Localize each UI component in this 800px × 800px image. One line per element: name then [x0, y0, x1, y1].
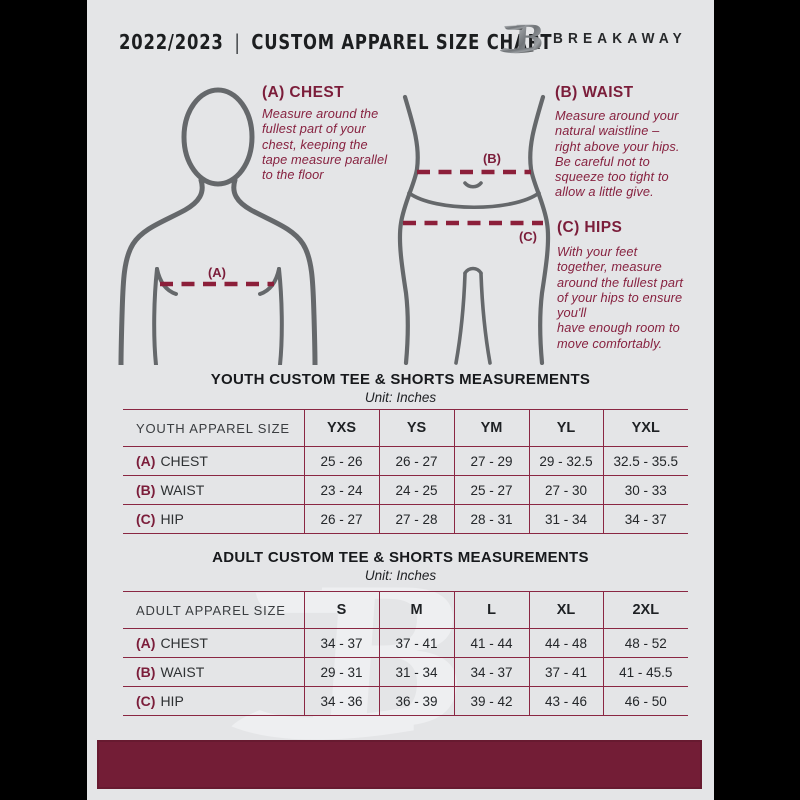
- measurement-label-cell: (C) HIP: [123, 686, 304, 716]
- measurement-value-cell: 25 - 27: [453, 475, 529, 505]
- size-column-header-cell: YS: [378, 409, 454, 447]
- measurement-value-cell: 31 - 34: [378, 657, 454, 687]
- size-column-header-cell: XL: [528, 591, 603, 629]
- measurement-row: (A) CHEST 25 - 26 26 - 27 27 - 29 29 - 32.5 32…: [123, 446, 688, 476]
- measurement-row: (C) HIP 26 - 27 27 - 28 28 - 31 31 - 34 34 - 3…: [123, 504, 688, 534]
- measurement-value-cell: 41 - 44: [453, 628, 529, 658]
- measurement-row: (B) WAIST 23 - 24 24 - 25 25 - 27 27 - 30 30 -…: [123, 475, 688, 505]
- waist-marker-label: (B): [483, 151, 501, 166]
- measurement-value-cell: 37 - 41: [378, 628, 454, 658]
- hips-heading: (C) HIPS: [557, 219, 623, 236]
- logo-top-bar: [504, 25, 526, 30]
- measurement-row: (B) WAIST 29 - 31 31 - 34 34 - 37 37 - 41 41 -…: [123, 657, 688, 687]
- upper-body-silhouette-icon: (A): [118, 87, 318, 365]
- measurement-value-cell: 48 - 52: [602, 628, 688, 658]
- measurement-value-cell: 23 - 24: [303, 475, 379, 505]
- measurement-value-cell: 46 - 50: [602, 686, 688, 716]
- measurement-value-cell: 24 - 25: [378, 475, 454, 505]
- measurement-value-cell: 31 - 34: [528, 504, 603, 534]
- measurement-value-cell: 44 - 48: [528, 628, 603, 658]
- size-column-header-cell: M: [378, 591, 454, 629]
- measurement-value-cell: 27 - 30: [528, 475, 603, 505]
- measurement-row: (C) HIP 34 - 36 36 - 39 39 - 42 43 - 46 46 - 5…: [123, 686, 688, 716]
- measurement-letter-prefix: (A): [136, 635, 156, 651]
- logo-letter: B: [512, 19, 545, 60]
- youth-table-title: YOUTH CUSTOM TEE & SHORTS MEASUREMENTS: [210, 371, 591, 388]
- size-column-header-cell: YXL: [602, 409, 688, 447]
- size-header-row: YOUTH APPAREL SIZE YXS YS YM YL YXL: [123, 409, 688, 447]
- measurement-value-cell: 34 - 37: [602, 504, 688, 534]
- measurement-name: CHEST: [160, 453, 208, 469]
- measurement-value-cell: 41 - 45.5: [602, 657, 688, 687]
- hips-description: With your feet together, measure around …: [557, 244, 684, 351]
- measurement-value-cell: 27 - 29: [453, 446, 529, 476]
- measurement-label-cell: (A) CHEST: [123, 446, 304, 476]
- measurement-value-cell: 28 - 31: [453, 504, 529, 534]
- adult-table-unit: Unit: Inches: [364, 568, 437, 583]
- measurement-value-cell: 29 - 32.5: [528, 446, 603, 476]
- measurement-name: WAIST: [160, 482, 205, 498]
- measurement-value-cell: 27 - 28: [378, 504, 454, 534]
- logo-swoosh: [499, 47, 534, 54]
- adult-table-title: ADULT CUSTOM TEE & SHORTS MEASUREMENTS: [212, 549, 589, 566]
- measurement-letter-prefix: (C): [136, 511, 156, 527]
- measurement-value-cell: 29 - 31: [303, 657, 379, 687]
- breakaway-logo-icon: B: [499, 19, 545, 60]
- title-divider: |: [234, 30, 241, 54]
- lower-body-silhouette-icon: (B) (C): [397, 94, 551, 365]
- measurement-letter-prefix: (B): [136, 664, 156, 680]
- measurement-value-cell: 34 - 36: [303, 686, 379, 716]
- waist-heading: (B) WAIST: [555, 84, 634, 101]
- measurement-value-cell: 25 - 26: [303, 446, 379, 476]
- size-column-header-cell: YL: [528, 409, 603, 447]
- measurement-label-cell: (B) WAIST: [123, 475, 304, 505]
- chest-description: Measure around the fullest part of your …: [262, 106, 388, 183]
- brand-name: BREAKAWAY: [553, 31, 687, 47]
- measurement-letter-prefix: (B): [136, 482, 156, 498]
- waist-description: Measure around your natural waistline – …: [555, 108, 680, 200]
- chest-marker-label: (A): [208, 265, 226, 280]
- measurement-name: WAIST: [160, 664, 205, 680]
- measurement-value-cell: 30 - 33: [602, 475, 688, 505]
- measurement-value-cell: 43 - 46: [528, 686, 603, 716]
- measurement-value-cell: 26 - 27: [378, 446, 454, 476]
- measurement-letter-prefix: (C): [136, 693, 156, 709]
- season-label: 2022/2023: [119, 30, 224, 54]
- size-chart-document: 2022/2023 | CUSTOM APPAREL SIZE CHART B BR…: [87, 0, 714, 800]
- measurement-value-cell: 39 - 42: [453, 686, 529, 716]
- measurement-name: HIP: [160, 693, 184, 709]
- measurement-row: (A) CHEST 34 - 37 37 - 41 41 - 44 44 - 48 48 -…: [123, 628, 688, 658]
- measurement-value-cell: 34 - 37: [303, 628, 379, 658]
- apparel-size-label-cell: ADULT APPAREL SIZE: [123, 591, 304, 629]
- size-column-header-cell: L: [453, 591, 529, 629]
- hips-marker-label: (C): [519, 229, 537, 244]
- page-title: 2022/2023 | CUSTOM APPAREL SIZE CHART: [119, 30, 552, 54]
- size-column-header-cell: YM: [453, 409, 529, 447]
- measurement-name: CHEST: [160, 635, 208, 651]
- size-column-header-cell: S: [303, 591, 379, 629]
- apparel-size-label-cell: YOUTH APPAREL SIZE: [123, 409, 304, 447]
- measurement-label-cell: (A) CHEST: [123, 628, 304, 658]
- size-column-header-cell: YXS: [303, 409, 379, 447]
- measurement-label-cell: (C) HIP: [123, 504, 304, 534]
- measurement-name: HIP: [160, 511, 184, 527]
- adult-size-table: ADULT APPAREL SIZE S M L XL 2XL (A) CHEST 34 - 3…: [123, 591, 688, 716]
- measurement-value-cell: 32.5 - 35.5: [602, 446, 688, 476]
- size-column-header-cell: 2XL: [602, 591, 688, 629]
- footer-accent-bar: [97, 740, 702, 789]
- youth-size-table: YOUTH APPAREL SIZE YXS YS YM YL YXL (A) CHEST 25…: [123, 409, 688, 534]
- measurement-value-cell: 26 - 27: [303, 504, 379, 534]
- chest-heading: (A) CHEST: [262, 84, 344, 101]
- measurement-value-cell: 36 - 39: [378, 686, 454, 716]
- measurement-value-cell: 34 - 37: [453, 657, 529, 687]
- measurement-value-cell: 37 - 41: [528, 657, 603, 687]
- size-header-row: ADULT APPAREL SIZE S M L XL 2XL: [123, 591, 688, 629]
- measurement-letter-prefix: (A): [136, 453, 156, 469]
- youth-table-unit: Unit: Inches: [364, 390, 437, 405]
- measurement-label-cell: (B) WAIST: [123, 657, 304, 687]
